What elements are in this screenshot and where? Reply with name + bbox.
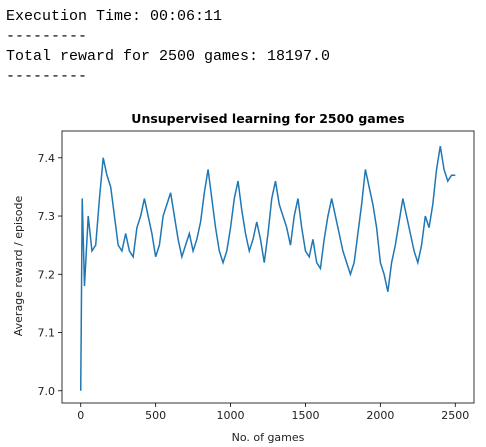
x-tick-label: 0 <box>77 409 84 422</box>
y-tick-label: 7.2 <box>38 268 56 281</box>
y-tick-label: 7.4 <box>38 152 56 165</box>
output-line: Total reward for 2500 games: 18197.0 <box>6 48 330 65</box>
output-line: --------- <box>6 68 87 85</box>
y-tick-label: 7.0 <box>38 385 56 398</box>
output-line: --------- <box>6 28 87 45</box>
x-tick-label: 2500 <box>441 409 469 422</box>
plot-frame <box>61 130 475 404</box>
x-axis-label: No. of games <box>232 431 305 444</box>
chart-title: Unsupervised learning for 2500 games <box>131 111 404 126</box>
x-tick-label: 500 <box>145 409 166 422</box>
output-line: Execution Time: 00:06:11 <box>6 8 222 25</box>
data-line <box>79 146 456 391</box>
x-tick-label: 1500 <box>291 409 319 422</box>
x-tick-label: 2000 <box>366 409 394 422</box>
x-tick-label: 1000 <box>217 409 245 422</box>
y-axis-label: Average reward / episode <box>12 196 25 337</box>
y-tick-label: 7.3 <box>38 210 56 223</box>
y-tick-label: 7.1 <box>38 327 56 340</box>
